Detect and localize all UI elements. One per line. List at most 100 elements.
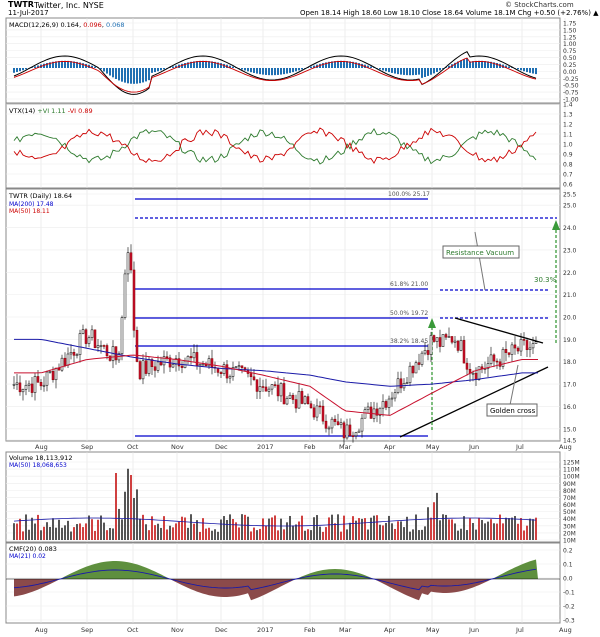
price-candle — [216, 367, 220, 373]
price-candle — [351, 435, 355, 437]
cmf-legend: CMF(20) 0.083 — [9, 545, 57, 553]
price-candle — [447, 336, 451, 338]
volume-tick-label: 90M — [563, 481, 576, 488]
volume-bar — [16, 523, 18, 540]
volume-bar — [88, 515, 90, 540]
vtx-tick-label: 1.2 — [563, 122, 573, 129]
price-legend: TWTR (Daily) 18.64 — [8, 192, 72, 200]
volume-bar — [265, 525, 267, 540]
volume-bar — [70, 531, 72, 540]
volume-bar — [160, 527, 162, 540]
volume-bar — [280, 518, 282, 540]
volume-bar — [313, 517, 315, 540]
macd-histogram-bar — [457, 61, 459, 68]
macd-histogram-bar — [151, 68, 153, 73]
volume-bar — [442, 514, 444, 540]
price-candle — [345, 424, 349, 439]
volume-bar — [94, 530, 96, 540]
volume-bar — [127, 468, 129, 540]
price-candle — [279, 383, 283, 397]
macd-histogram-bar — [139, 68, 141, 84]
volume-bar — [286, 522, 288, 540]
price-candle — [534, 341, 538, 344]
cmf-ma-line — [13, 568, 537, 591]
volume-bar — [490, 519, 492, 540]
cmf-tick-label: 0.0 — [563, 576, 573, 583]
macd-histogram-bar — [262, 68, 264, 75]
macd-histogram-bar — [19, 68, 21, 72]
price-candle — [153, 366, 157, 371]
macd-histogram-bar — [280, 68, 282, 75]
volume-bar — [322, 531, 324, 540]
price-tick-label: 23.0 — [563, 247, 577, 254]
vtx-legend-v1: +VI 1.11 — [37, 107, 65, 115]
price-candle — [330, 418, 334, 429]
volume-bar — [172, 527, 174, 540]
volume-bar — [193, 523, 195, 540]
price-candle — [321, 405, 325, 422]
volume-bar — [316, 515, 318, 540]
macd-histogram-bar — [352, 61, 354, 68]
macd-histogram-bar — [481, 60, 483, 68]
volume-bar — [481, 520, 483, 540]
volume-legend: Volume 18,113,912 — [9, 454, 72, 462]
volume-bar — [523, 530, 525, 540]
price-candle — [354, 432, 358, 437]
macd-histogram-bar — [472, 61, 474, 68]
volume-bar — [85, 523, 87, 540]
price-candle — [189, 356, 193, 359]
macd-histogram-bar — [253, 68, 255, 73]
month-label: Jul — [515, 443, 524, 451]
macd-histogram-bar — [493, 62, 495, 68]
macd-tick-label: 0.50 — [563, 55, 577, 62]
volume-tick-label: 100M — [563, 474, 580, 481]
macd-histogram-bar — [118, 68, 120, 81]
volume-bar — [25, 514, 27, 540]
macd-histogram-bar — [487, 61, 489, 68]
fib-100-label: 100.0% 25.17 — [388, 191, 430, 198]
price-candle — [30, 383, 34, 393]
price-candle — [33, 376, 37, 393]
macd-histogram-bar — [358, 63, 360, 68]
price-candle — [240, 365, 244, 368]
vtx-tick-label: 1.0 — [563, 142, 573, 149]
triangle-upper-line — [454, 317, 544, 344]
volume-bar — [97, 519, 99, 540]
vtx-tick-label: 0.9 — [563, 152, 573, 159]
macd-histogram-bar — [52, 61, 54, 68]
volume-bar — [526, 525, 528, 540]
macd-histogram-bar — [343, 60, 345, 68]
macd-histogram-bar — [313, 65, 315, 68]
macd-histogram-bar — [103, 68, 105, 72]
cmf-tick-label: 0.1 — [563, 562, 573, 569]
macd-histogram-bar — [181, 63, 183, 68]
volume-bar — [199, 531, 201, 540]
price-candle — [300, 391, 304, 404]
macd-histogram-bar — [247, 68, 249, 72]
price-candle — [360, 417, 364, 432]
volume-bar — [439, 520, 441, 540]
volume-bar — [250, 531, 252, 540]
price-candle — [366, 406, 370, 410]
macd-histogram-bar — [217, 62, 219, 68]
macd-tick-label: 0.00 — [563, 69, 577, 76]
price-candle — [408, 365, 412, 383]
volume-bar — [346, 529, 348, 540]
volume-bar — [55, 527, 57, 540]
price-candle — [522, 339, 526, 341]
price-candle — [126, 252, 130, 275]
macd-histogram-bar — [523, 68, 525, 72]
volume-bar — [103, 522, 105, 540]
volume-bar — [430, 517, 432, 540]
macd-histogram-bar — [142, 68, 144, 83]
volume-bar — [202, 518, 204, 540]
price-candle — [228, 376, 232, 379]
price-candle — [48, 371, 52, 373]
volume-bar — [190, 514, 192, 540]
macd-histogram-bar — [196, 61, 198, 68]
price-candle — [171, 363, 175, 368]
price-candle — [132, 269, 136, 331]
macd-histogram-bar — [277, 68, 279, 75]
price-candle — [102, 345, 106, 347]
